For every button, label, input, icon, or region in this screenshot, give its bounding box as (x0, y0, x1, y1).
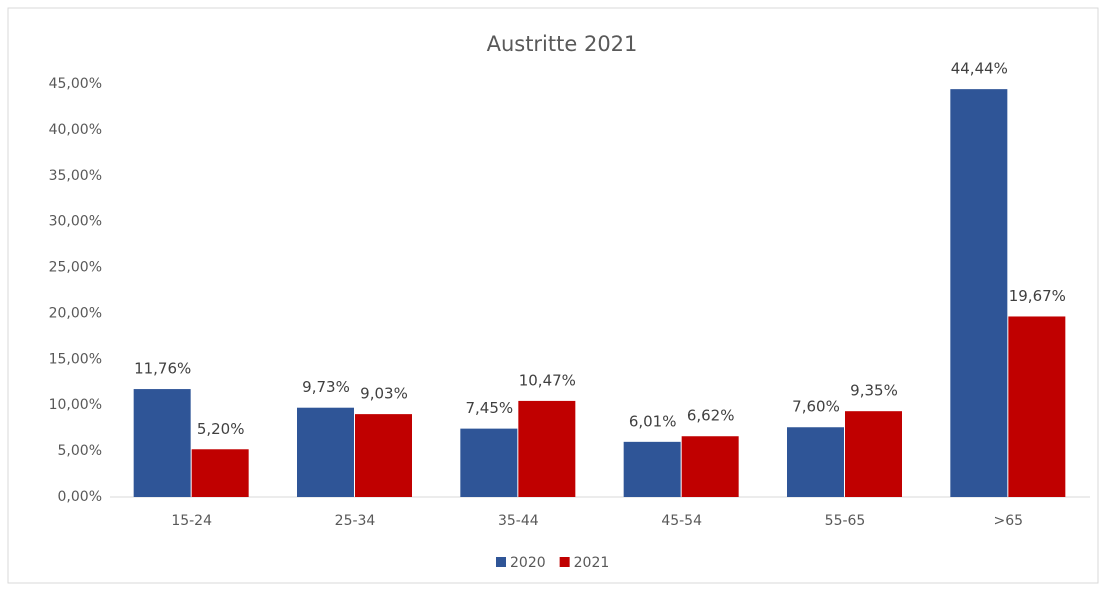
y-tick-label: 10,00% (49, 397, 102, 413)
y-tick-label: 40,00% (49, 122, 102, 138)
bar (1008, 316, 1066, 497)
bar (681, 436, 739, 497)
y-tick-label: 15,00% (49, 351, 102, 367)
value-label: 5,20% (197, 420, 245, 438)
y-tick-label: 25,00% (49, 260, 102, 276)
x-tick-label: 55-65 (825, 513, 866, 529)
bar (133, 389, 191, 497)
legend-swatch (559, 557, 570, 567)
legend-swatch (496, 557, 506, 567)
x-tick-label: 15-24 (171, 513, 212, 529)
bar (623, 441, 681, 497)
y-tick-label: 45,00% (49, 76, 102, 92)
value-label: 11,76% (134, 360, 191, 378)
x-tick-label: 45-54 (661, 513, 702, 529)
value-label: 10,47% (519, 371, 576, 389)
value-label: 19,67% (1009, 287, 1066, 305)
bar (787, 427, 844, 497)
value-label: 6,62% (687, 407, 735, 425)
x-tick-label: 35-44 (498, 513, 539, 529)
value-label: 7,45% (466, 399, 514, 417)
y-tick-label: 0,00% (58, 489, 102, 505)
legend-label: 2020 (510, 555, 546, 571)
bar (191, 449, 249, 497)
value-label: 7,60% (792, 398, 840, 416)
x-tick-label: >65 (994, 513, 1024, 529)
bar (297, 407, 354, 497)
chart-title: Austritte 2021 (487, 32, 638, 56)
value-label: 6,01% (629, 412, 677, 430)
value-label: 9,35% (850, 382, 898, 400)
value-label: 9,73% (302, 378, 350, 396)
y-tick-label: 20,00% (49, 305, 102, 321)
x-tick-label: 25-34 (335, 513, 376, 529)
bar (460, 428, 518, 497)
y-tick-label: 5,00% (58, 443, 102, 459)
y-tick-label: 35,00% (49, 168, 102, 184)
value-label: 9,03% (360, 385, 408, 403)
bar (518, 400, 576, 497)
bar (845, 411, 902, 497)
value-label: 44,44% (951, 60, 1008, 78)
legend-label: 2021 (574, 555, 610, 571)
bar (355, 414, 412, 497)
y-tick-label: 30,00% (49, 214, 102, 230)
bar (950, 89, 1008, 497)
